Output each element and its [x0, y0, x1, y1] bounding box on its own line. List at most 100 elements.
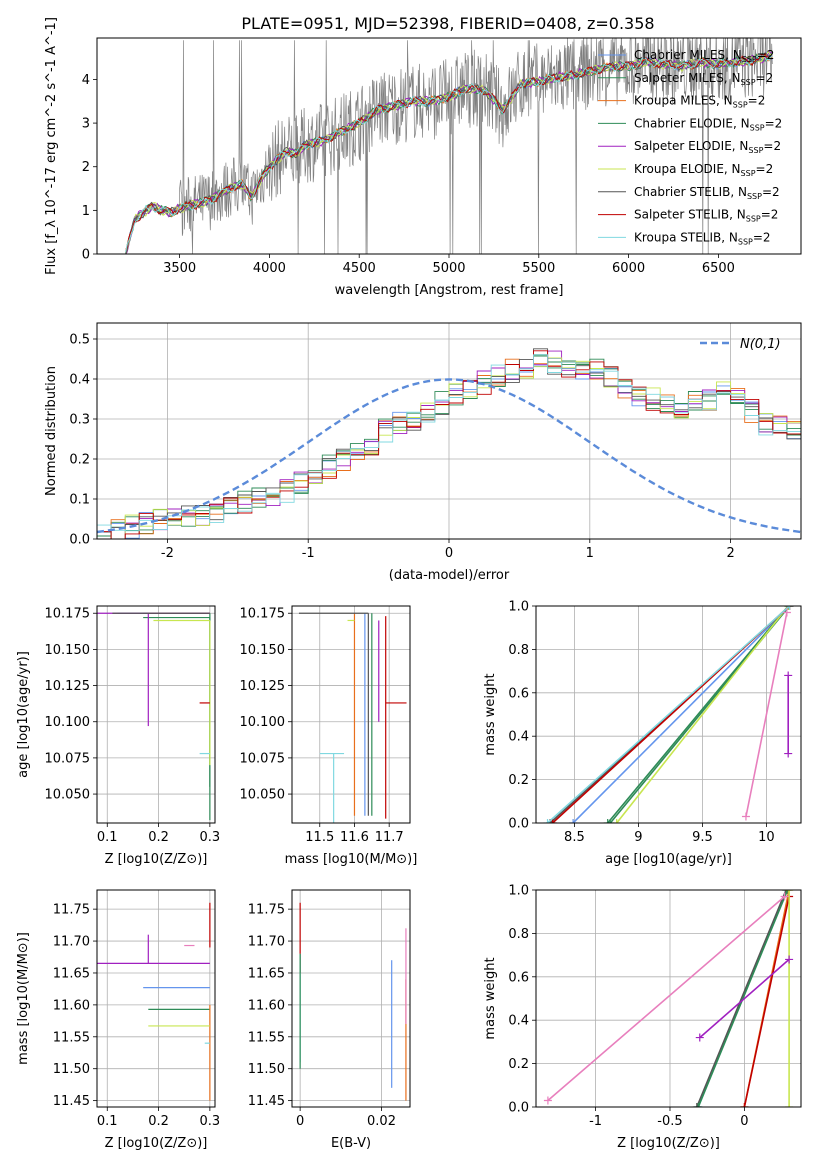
x-tick-label: 0 [445, 546, 453, 561]
weight-series-5 [743, 896, 790, 1107]
x-tick-label: 2 [726, 546, 734, 561]
y-tick-label: 3 [82, 117, 90, 132]
axes-frame [535, 605, 802, 824]
axes-frame [291, 889, 411, 1108]
weight-marker [569, 819, 578, 823]
legend-label: Chabrier STELIB, NSSP=2 [634, 185, 780, 201]
weight-series-8 [699, 958, 790, 1039]
x-tick-label: 0.2 [148, 1114, 169, 1129]
y-tick-label: 10.075 [45, 751, 91, 766]
y-tick-label: 11.55 [53, 1030, 90, 1045]
y-tick-label: 10.100 [45, 715, 91, 730]
y-tick-label: 0.4 [508, 730, 529, 745]
y-tick-label: 2 [82, 160, 90, 175]
x-tick-label: 11.6 [340, 830, 369, 845]
x-tick-label: 0.1 [97, 830, 118, 845]
y-tick-label: 10.125 [45, 679, 91, 694]
weight-marker [785, 890, 794, 894]
panel-weight_vs_Z: -1 -0.5 0 0.0 0.2 0.4 0.6 0.8 1.0 Z [log10(Z/Z⊙)]… [483, 884, 802, 1151]
x-axis-label: Z [log10(Z/Z⊙)] [105, 852, 208, 867]
weight-series-1 [572, 606, 791, 823]
y-tick-label: 10.125 [240, 679, 286, 694]
panel-mass_vs_Z: 0.1 0.2 0.3 11.45 11.50 11.55 11.60 11.65 11.70 1… [16, 889, 220, 1151]
weight-series-8 [745, 612, 788, 817]
residual-histogram-5 [97, 350, 801, 539]
weight-marker [612, 819, 621, 823]
x-tick-label: 6500 [702, 261, 735, 276]
weight-series-2 [696, 890, 787, 1107]
legend-label: Chabrier MILES, NSSP=2 [634, 48, 774, 64]
plot-area [543, 606, 794, 823]
weight-series-7 [546, 606, 791, 823]
weight-marker [694, 1103, 703, 1107]
gaussian-reference-line [97, 378, 801, 534]
x-tick-label: 0.1 [97, 1114, 118, 1129]
x-tick-label: -1 [589, 1114, 602, 1129]
plot-area [97, 902, 211, 1101]
weight-marker [785, 955, 794, 964]
plot-area [299, 902, 407, 1101]
y-tick-label: 10.175 [240, 607, 286, 622]
y-axis-label: mass [log10(M/M⊙)] [16, 932, 31, 1065]
errorbar-point-4 [97, 934, 210, 964]
panel-age_vs_Z: 0.1 0.2 0.3 10.050 10.075 10.100 10.125 10.150 1… [16, 605, 221, 867]
y-tick-label: 0.0 [508, 1101, 529, 1116]
legend-label: Kroupa ELODIE, NSSP=2 [634, 162, 773, 178]
weight-marker [783, 890, 792, 894]
y-tick-label: 0.6 [508, 686, 529, 701]
axes-frame [96, 605, 216, 824]
y-tick-label: 0.2 [508, 773, 529, 788]
y-axis-label: mass weight [483, 673, 498, 755]
y-tick-label: 1.0 [508, 884, 529, 899]
legend-label: Kroupa STELIB, NSSP=2 [634, 230, 771, 246]
figure-title: PLATE=0951, MJD=52398, FIBERID=0408, z=0… [241, 14, 654, 33]
errorbar-point-9 [319, 752, 345, 823]
errorbar-point-7 [298, 612, 369, 816]
y-tick-label: 10.150 [45, 643, 91, 658]
x-tick-label: 11.5 [305, 830, 334, 845]
y-tick-label: 10.100 [240, 715, 286, 730]
y-tick-label: 0.0 [69, 533, 90, 548]
y-tick-label: 11.70 [53, 935, 90, 950]
x-tick-label: 4500 [343, 261, 376, 276]
x-tick-label: 0.2 [148, 830, 169, 845]
y-tick-label: 11.60 [248, 998, 285, 1013]
x-axis-label: (data-model)/error [389, 568, 510, 583]
y-tick-label: 0.4 [69, 373, 90, 388]
y-tick-label: 11.65 [53, 966, 90, 981]
y-tick-label: 10.050 [45, 788, 91, 803]
x-axis-label: wavelength [Angstrom, rest frame] [335, 283, 564, 298]
axes-frame [96, 889, 216, 1108]
weight-marker [692, 1103, 701, 1107]
y-tick-label: 4 [82, 73, 90, 88]
model-spectrum-7 [125, 52, 773, 254]
y-tick-label: 1 [82, 204, 90, 219]
x-axis-label: mass [log10(M/M⊙)] [285, 852, 418, 867]
weight-marker [548, 819, 557, 823]
weight-marker [785, 606, 794, 610]
y-tick-label: 11.50 [248, 1062, 285, 1077]
x-tick-label: 0 [296, 1114, 304, 1129]
legend-label: Chabrier ELODIE, NSSP=2 [634, 116, 782, 132]
weight-marker [603, 819, 612, 823]
axes-frame [291, 605, 411, 824]
y-tick-label: 0.0 [508, 817, 529, 832]
legend-label: Kroupa MILES, NSSP=2 [634, 94, 765, 110]
x-tick-label: 0 [740, 1114, 748, 1129]
plot-area [125, 38, 773, 254]
errorbar-point-2 [143, 612, 211, 787]
panel-age_vs_mass: 11.5 11.6 11.7 10.050 10.075 10.100 10.125 10.1… [240, 605, 418, 867]
y-tick-label: 0.2 [508, 1057, 529, 1072]
x-tick-label: 11.7 [375, 830, 404, 845]
plot-area [97, 348, 801, 539]
weight-marker [785, 1103, 794, 1107]
panel-mass_vs_EBV: 0 0.02 11.45 11.50 11.55 11.60 11.65 11.70 11.75… [248, 889, 411, 1151]
y-tick-label: 11.45 [248, 1094, 285, 1109]
x-tick-label: -1 [302, 546, 315, 561]
x-tick-label: 0.3 [200, 830, 221, 845]
y-tick-label: 10.175 [45, 607, 91, 622]
plot-area [97, 612, 211, 821]
y-tick-label: 11.75 [248, 903, 285, 918]
panel-residuals: -2 -1 0 1 2 0.0 0.1 0.2 0.3 0.4 0.5 (data-model)/er… [44, 322, 802, 583]
